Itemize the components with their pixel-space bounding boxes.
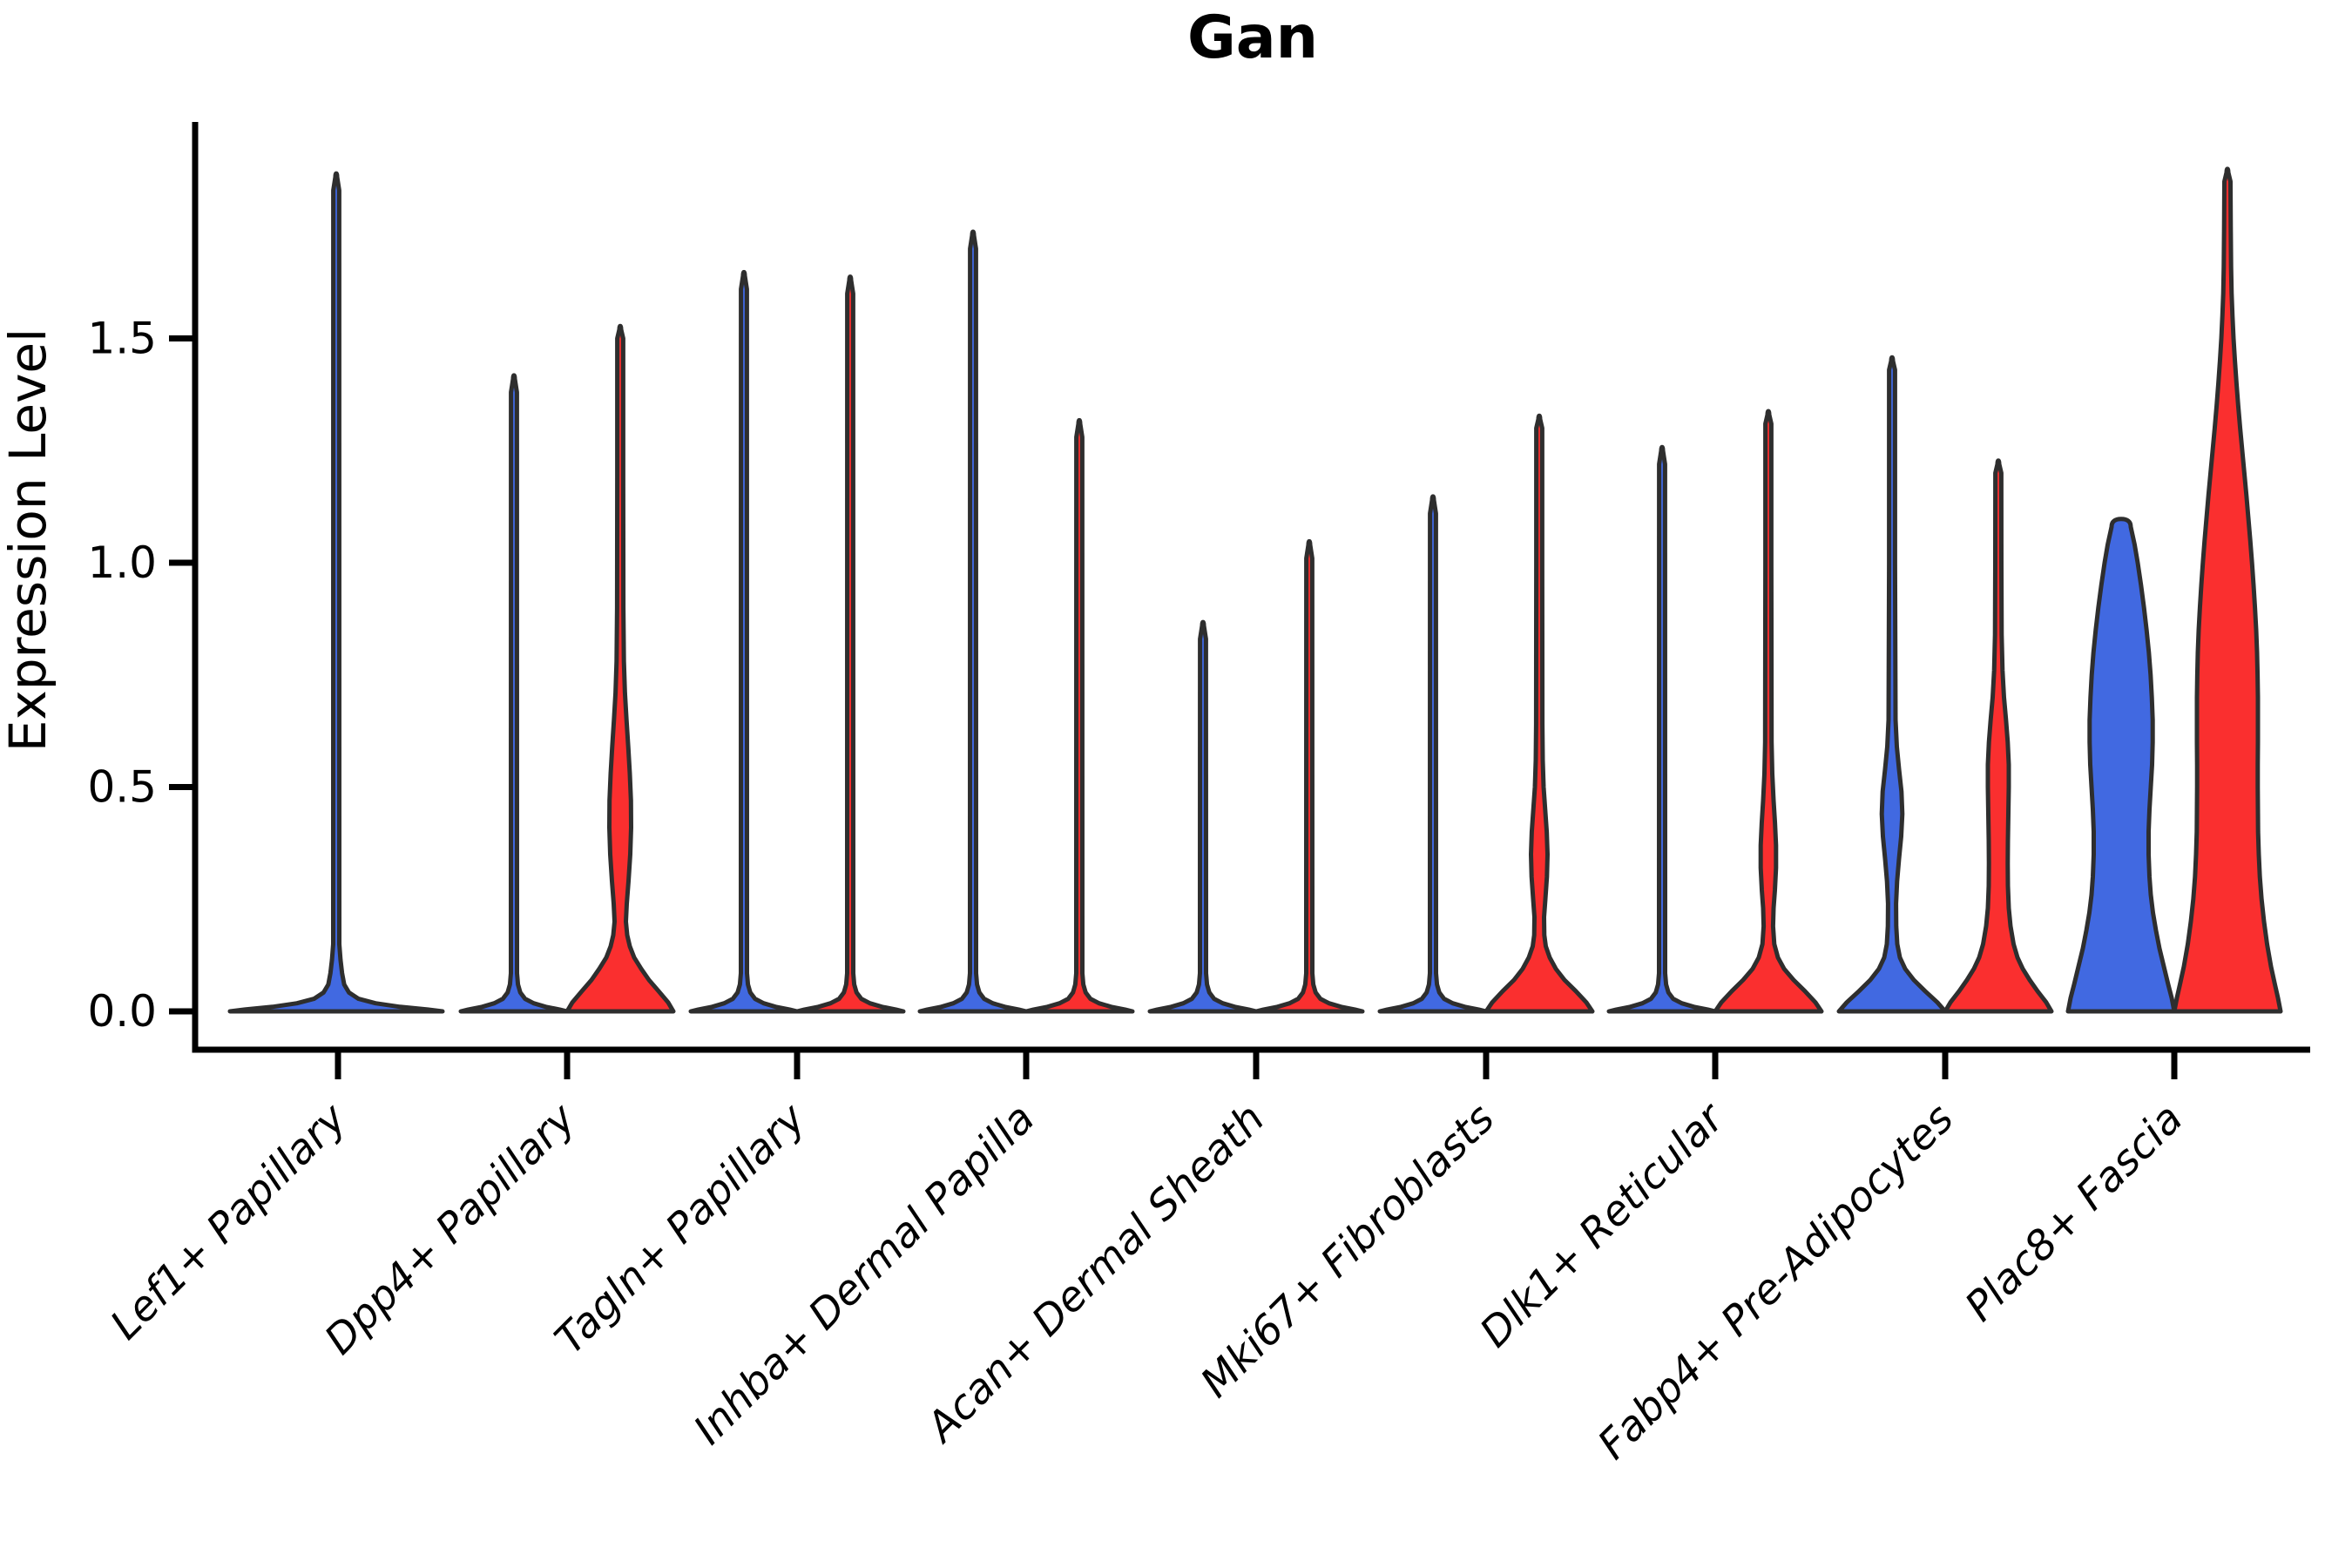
violin-plac8-red bbox=[2172, 166, 2283, 1014]
violin-acan-blue bbox=[1147, 619, 1259, 1014]
violin-inhba-blue bbox=[917, 229, 1029, 1014]
violin-mki67-red bbox=[1484, 413, 1595, 1014]
violin-dlk1-blue bbox=[1606, 444, 1718, 1014]
violin-tagln-blue bbox=[688, 269, 800, 1014]
violin-fabp4-red bbox=[1943, 458, 2054, 1014]
axes-layer bbox=[169, 122, 2310, 1079]
violin-plac8-blue bbox=[2065, 517, 2177, 1014]
y-tick-label: 1.5 bbox=[87, 314, 157, 364]
y-tick-label: 1.0 bbox=[87, 537, 157, 588]
violin-acan-red bbox=[1254, 538, 1365, 1014]
violin-tagln-red bbox=[794, 274, 906, 1014]
y-tick-label: 0.0 bbox=[87, 986, 157, 1037]
y-axis-label: Expression Level bbox=[0, 328, 57, 752]
violin-mki67-blue bbox=[1377, 494, 1489, 1014]
violin-dlk1-red bbox=[1713, 409, 1824, 1014]
violin-dpp4-red bbox=[564, 323, 676, 1014]
violin-inhba-red bbox=[1024, 417, 1135, 1014]
violin-dpp4-blue bbox=[458, 373, 570, 1014]
violin-fabp4-blue bbox=[1836, 355, 1948, 1014]
violin-layer bbox=[227, 166, 2283, 1014]
y-tick-label: 0.5 bbox=[87, 762, 157, 813]
chart-title: Gan bbox=[1187, 3, 1318, 72]
violin-lef1-single bbox=[227, 171, 445, 1014]
